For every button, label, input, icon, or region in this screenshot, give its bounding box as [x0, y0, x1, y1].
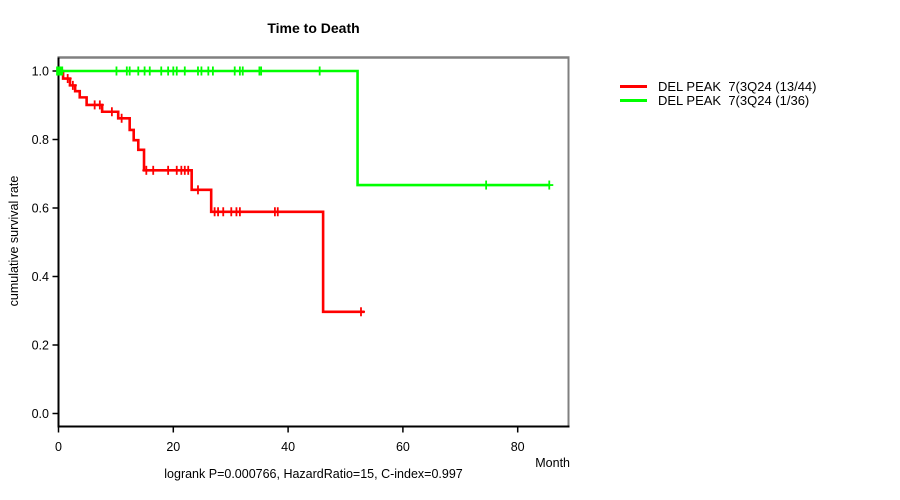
y-tick-label: 0.6	[32, 202, 49, 216]
legend-entry: DEL PEAK 7(3Q24 (1/36)	[620, 93, 817, 109]
x-tick-label: 80	[511, 440, 525, 454]
y-tick-label: 0.4	[32, 270, 49, 284]
legend-line-sample	[620, 84, 647, 88]
red-series-step-line	[58, 69, 365, 314]
y-tick-label: 0.2	[32, 339, 49, 353]
legend-label: DEL PEAK 7(3Q24 (13/44)	[658, 78, 817, 94]
legend-line-sample	[620, 99, 647, 103]
x-tick-label: 40	[281, 440, 295, 454]
y-tick-label: 0.8	[32, 133, 49, 147]
legend-label: DEL PEAK 7(3Q24 (1/36)	[658, 93, 810, 109]
y-tick-label: 1.0	[32, 65, 49, 79]
green-series-step-line	[58, 69, 550, 187]
legend-entry: DEL PEAK 7(3Q24 (13/44)	[620, 79, 817, 94]
start-censor-cluster-marker	[56, 66, 64, 76]
x-axis-title: Month	[535, 456, 570, 470]
y-tick-label: 0.0	[32, 407, 49, 421]
x-tick-label: 20	[166, 440, 180, 454]
x-tick-label: 60	[396, 440, 410, 454]
chart-title: Time to Death	[267, 20, 360, 36]
stats-annotation: logrank P=0.000766, HazardRatio=15, C-in…	[164, 467, 463, 481]
y-axis-title: cumulative survival rate	[7, 175, 21, 307]
legend: DEL PEAK 7(3Q24 (13/44) DEL PEAK 7(3Q24 (…	[620, 79, 817, 108]
x-tick-label: 0	[55, 440, 62, 454]
